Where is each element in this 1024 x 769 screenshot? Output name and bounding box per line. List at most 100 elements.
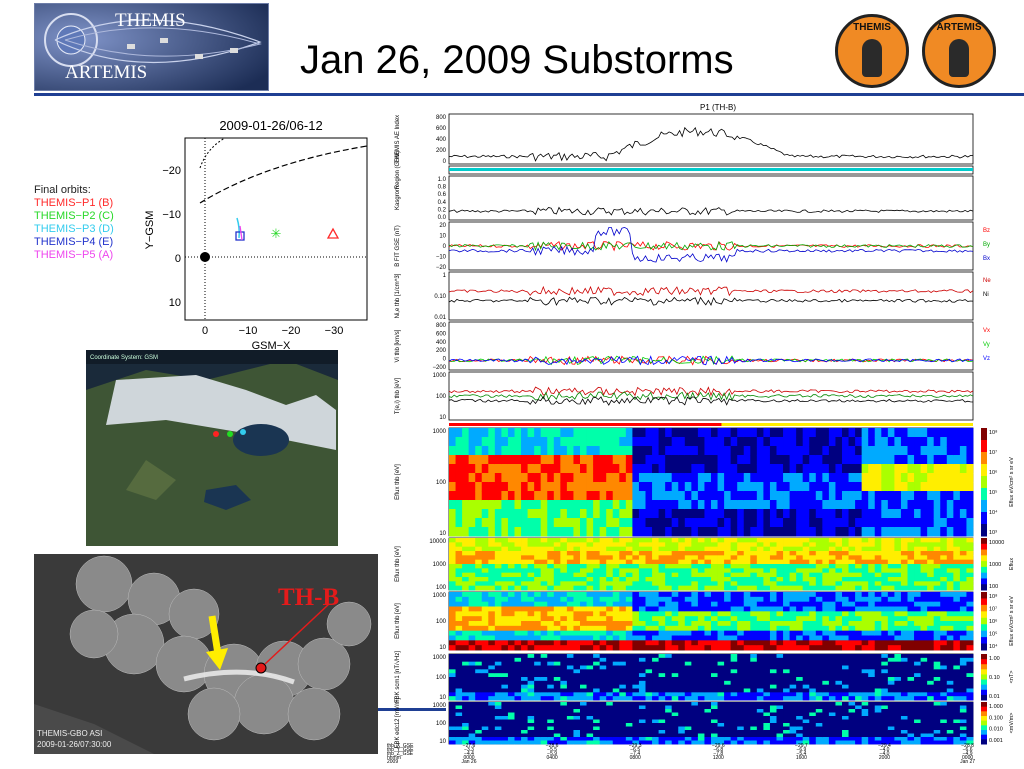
spectrogram-cell — [691, 645, 698, 650]
spectrogram-cell — [888, 464, 895, 473]
spectrogram-cell — [803, 482, 810, 491]
spectrogram-cell — [704, 577, 711, 582]
spectrogram-cell — [855, 473, 862, 482]
spectrogram-cell — [672, 597, 679, 602]
spectrogram-cell — [587, 551, 594, 556]
spectrogram-cell — [835, 709, 842, 713]
spectrogram-cell — [849, 592, 856, 597]
spectrogram-cell — [868, 482, 875, 491]
spectrogram-cell — [469, 597, 476, 602]
spectrogram-cell — [908, 446, 915, 455]
spectrogram-cell — [619, 654, 626, 658]
spectrogram-cell — [914, 669, 921, 673]
spectrogram-cell — [947, 709, 954, 713]
spectrogram-cell — [790, 560, 797, 565]
spectrogram-cell — [822, 542, 829, 547]
spectrogram-cell — [921, 723, 928, 727]
spectrogram-cell — [908, 666, 915, 670]
spectrogram-cell — [672, 509, 679, 518]
spectrogram-cell — [718, 491, 725, 500]
panel-ytick: −200 — [432, 365, 446, 371]
spectrogram-cell — [888, 713, 895, 717]
spectrogram-cell — [842, 713, 849, 717]
spectrogram-cell — [724, 573, 731, 578]
spectrogram-cell — [849, 542, 856, 547]
spectrogram-cell — [469, 621, 476, 626]
spectrogram-cell — [580, 607, 587, 612]
spectrogram-cell — [652, 713, 659, 717]
spectrogram-cell — [822, 702, 829, 706]
spectrogram-cell — [777, 673, 784, 677]
spectrogram-cell — [547, 662, 554, 666]
spectrogram-cell — [665, 681, 672, 685]
spectrogram-cell — [855, 547, 862, 552]
spectrogram-cell — [914, 509, 921, 518]
spectrogram-cell — [881, 696, 888, 700]
spectrogram-cell — [619, 607, 626, 612]
spectrogram-cell — [639, 509, 646, 518]
spectrogram-cell — [960, 464, 967, 473]
spectrogram-cell — [541, 677, 548, 681]
spectrogram-cell — [685, 645, 692, 650]
spectrogram-cell — [567, 666, 574, 670]
spectrogram-cell — [521, 741, 528, 745]
spectrogram-cell — [580, 592, 587, 597]
spectrogram-cell — [698, 706, 705, 710]
spectrogram-cell — [600, 527, 607, 536]
spectrogram-cell — [593, 696, 600, 700]
spectrogram-cell — [541, 737, 548, 741]
spectrogram-cell — [541, 673, 548, 677]
spectrogram-cell — [718, 509, 725, 518]
spectrogram-cell — [862, 723, 869, 727]
spectrogram-cell — [940, 428, 947, 437]
spectrogram-cell — [600, 538, 607, 543]
spectrogram-cell — [744, 737, 751, 741]
spectrogram-cell — [573, 597, 580, 602]
spectrogram-cell — [685, 626, 692, 631]
spectrogram-cell — [908, 673, 915, 677]
spectrogram-cell — [639, 716, 646, 720]
spectrogram-cell — [528, 538, 535, 543]
spectrogram-cell — [934, 673, 941, 677]
spectrogram-cell — [541, 564, 548, 569]
spectrogram-cell — [750, 636, 757, 641]
spectrogram-cell — [849, 437, 856, 446]
spectrogram-cell — [875, 573, 882, 578]
spectrogram-cell — [927, 689, 934, 693]
spectrogram-cell — [934, 702, 941, 706]
spectrogram-cell — [927, 737, 934, 741]
spectrogram-cell — [875, 491, 882, 500]
spectrogram-cell — [573, 551, 580, 556]
spectrogram-cell — [613, 592, 620, 597]
spectrogram-cell — [966, 636, 973, 641]
spectrogram-cell — [777, 640, 784, 645]
spectrogram-cell — [809, 734, 816, 738]
spectrogram-cell — [646, 734, 653, 738]
spectrogram-cell — [567, 730, 574, 734]
spectrogram-cell — [580, 597, 587, 602]
spectrogram-cell — [914, 611, 921, 616]
spectrogram-cell — [947, 607, 954, 612]
spectrogram-cell — [901, 592, 908, 597]
spectrogram-cell — [534, 696, 541, 700]
spectrogram-cell — [934, 597, 941, 602]
spectrogram-cell — [515, 547, 522, 552]
spectrogram-cell — [449, 706, 456, 710]
spectrogram-cell — [777, 616, 784, 621]
spectrogram-cell — [521, 734, 528, 738]
spectrogram-cell — [875, 581, 882, 586]
spectrogram-cell — [646, 737, 653, 741]
colorbar-tick: 1000 — [989, 562, 1001, 568]
spectrogram-cell — [672, 685, 679, 689]
spectrogram-cell — [842, 658, 849, 662]
spectrogram-cell — [849, 473, 856, 482]
spectrogram-cell — [927, 586, 934, 591]
spectrogram-cell — [475, 636, 482, 641]
spectrogram-cell — [639, 491, 646, 500]
spectrogram-cell — [763, 611, 770, 616]
spectrogram-cell — [731, 555, 738, 560]
spectrogram-cell — [462, 555, 469, 560]
spectrogram-cell — [940, 631, 947, 636]
spectrogram-cell — [849, 446, 856, 455]
spectrogram-cell — [613, 709, 620, 713]
